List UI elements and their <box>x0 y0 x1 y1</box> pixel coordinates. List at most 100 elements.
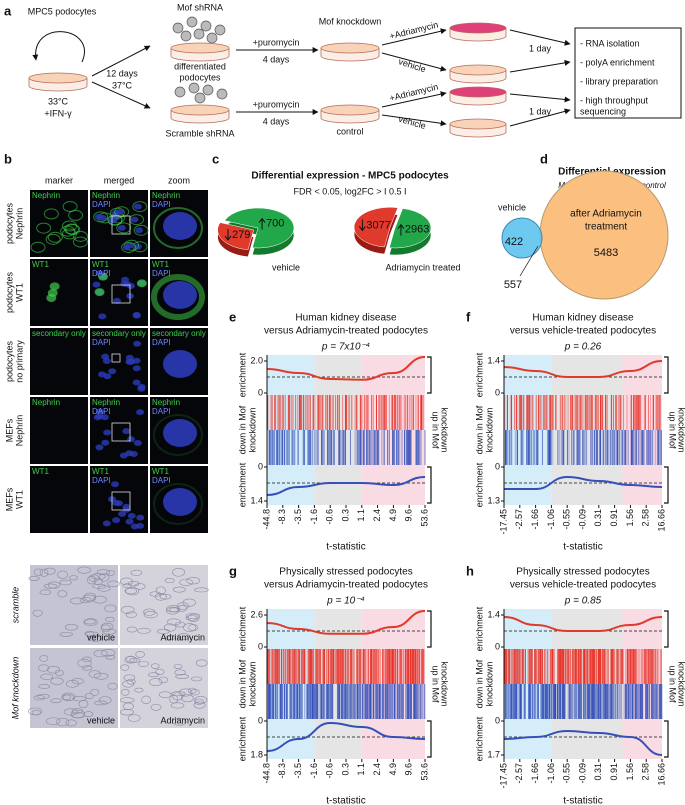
cell <box>170 702 185 709</box>
x-tick-label: -1.66 <box>530 509 540 530</box>
dish-medium <box>449 86 507 98</box>
pie-down <box>217 222 254 251</box>
row-label: Mof knockdown <box>10 657 20 720</box>
label: +puromycin <box>253 99 300 109</box>
cell <box>33 695 45 701</box>
dish-medium <box>449 118 507 130</box>
x-tick-label: 9.6 <box>404 763 414 776</box>
y-axis-label: enrichment <box>474 352 484 397</box>
up-arrow <box>258 217 266 230</box>
y-tick-label: 0 <box>258 641 263 651</box>
x-tick-label: -0.55 <box>562 763 572 784</box>
x-tick-label: -0.09 <box>577 509 587 530</box>
stain-label: WT1 <box>92 260 109 269</box>
label: 1 day <box>529 106 552 116</box>
venn-adriamycin <box>539 170 669 300</box>
cell <box>39 568 49 577</box>
cell <box>100 624 112 632</box>
cell <box>150 703 162 711</box>
cell <box>174 669 186 676</box>
x-tick-label: 2.58 <box>641 509 651 527</box>
cell <box>185 613 201 619</box>
cell <box>59 579 72 586</box>
title: versus vehicle-treated podocytes <box>510 326 656 337</box>
cell <box>98 696 112 705</box>
cell <box>83 618 98 627</box>
nucleus <box>132 357 141 364</box>
bracket <box>427 720 432 758</box>
x-tick-label: -1.06 <box>546 763 556 784</box>
nucleus <box>103 373 112 380</box>
cell <box>120 708 134 716</box>
cell <box>39 655 49 662</box>
cell <box>176 602 189 610</box>
y-tick-label: 1.4 <box>250 495 263 505</box>
label: MPC5 podocytes <box>28 6 97 16</box>
stain <box>136 279 147 288</box>
cell <box>155 586 166 595</box>
side-label: knockdown <box>677 407 685 452</box>
arrow <box>91 81 151 109</box>
dish-medium <box>170 42 230 54</box>
nucleus <box>163 212 197 240</box>
stain <box>43 208 59 220</box>
cell <box>125 611 137 618</box>
cell <box>123 702 134 710</box>
label: 12 days <box>106 68 138 78</box>
arrow <box>509 59 571 73</box>
stain-label: WT1 <box>32 467 49 476</box>
label: 1 day <box>529 43 552 53</box>
label: +puromycin <box>253 37 300 47</box>
cell <box>125 587 140 596</box>
step: - library preparation <box>580 76 658 86</box>
cycle-arrow <box>32 31 85 63</box>
x-tick-label: -2.57 <box>514 763 524 784</box>
enrichment-up <box>266 610 426 635</box>
cell <box>77 658 92 668</box>
shrna-particle <box>180 30 192 42</box>
cell <box>43 583 58 589</box>
stain-label: Nephrin <box>32 398 60 407</box>
cell <box>180 694 194 703</box>
cell <box>173 664 183 669</box>
cell <box>89 634 103 642</box>
cell <box>141 695 151 705</box>
nucleus <box>132 365 141 372</box>
cell <box>104 616 115 622</box>
y-axis-label: enrichment <box>237 606 247 651</box>
x-tick-label: -8.3 <box>277 509 287 525</box>
enrichment-down <box>503 729 663 756</box>
nucleus <box>136 409 145 416</box>
dish-medium <box>449 22 507 34</box>
label: vehicle <box>397 56 427 74</box>
stain-label: DAPI <box>92 200 111 209</box>
label: 33°C <box>48 96 69 106</box>
p-value: p = 0.26 <box>564 342 602 353</box>
row-label: Nephrin <box>14 415 24 447</box>
cell <box>166 618 181 626</box>
shrna-particle <box>206 32 218 44</box>
x-tick-label: -1.06 <box>546 509 556 530</box>
cell <box>124 656 138 664</box>
nucleus <box>163 281 197 309</box>
nucleus <box>133 340 142 347</box>
cell <box>135 651 145 658</box>
x-tick-label: 0.31 <box>593 509 603 527</box>
side-label: knockdown <box>484 661 494 706</box>
cell <box>175 674 189 679</box>
x-tick-label: -0.55 <box>562 509 572 530</box>
stain <box>60 225 76 237</box>
cell <box>191 676 202 682</box>
x-tick-label: 53.6 <box>419 763 429 781</box>
cell <box>165 635 176 640</box>
stain-label: DAPI <box>92 338 111 347</box>
p-value: p = 0.85 <box>564 596 602 607</box>
stain <box>151 274 205 320</box>
cell <box>154 592 167 601</box>
cell <box>96 569 111 576</box>
title: versus Adriamycin-treated podocytes <box>264 580 428 591</box>
title: versus vehicle-treated podocytes <box>510 580 656 591</box>
stain <box>153 207 203 249</box>
nucleus <box>133 440 142 447</box>
y-tick-label: 0 <box>258 715 263 725</box>
